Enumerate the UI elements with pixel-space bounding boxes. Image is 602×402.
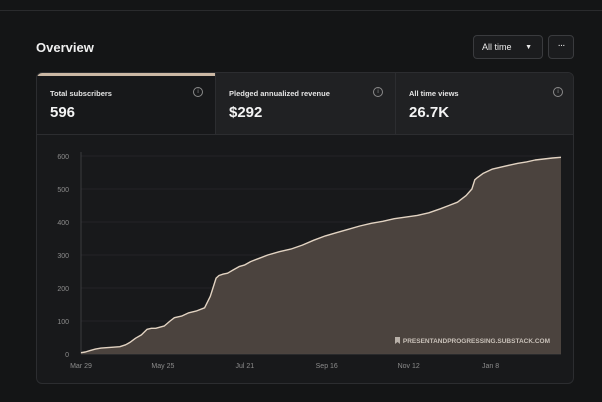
bookmark-icon [395,337,400,344]
x-tick-label: May 25 [151,363,174,370]
stat-all-time-views[interactable]: All time views 26.7K i [395,73,573,134]
stat-total-subscribers[interactable]: Total subscribers 596 i [37,73,215,134]
y-tick-label: 100 [57,319,69,326]
date-range-label: All time [482,42,512,52]
stat-label: Total subscribers [50,89,112,98]
x-tick-label: Jan 8 [482,363,499,370]
top-divider [0,10,602,11]
more-options-button[interactable]: ··· [548,35,574,59]
series-area [81,157,561,354]
page-title: Overview [36,40,94,55]
x-tick-label: Mar 29 [70,363,92,370]
stat-value: 596 [50,104,76,121]
chart-watermark: PRESENTANDPROGRESSING.SUBSTACK.COM [403,338,550,345]
stat-pledged-revenue[interactable]: Pledged annualized revenue $292 i [215,73,395,134]
info-icon[interactable]: i [193,87,203,97]
stat-label: All time views [409,89,459,98]
stats-row: Total subscribers 596 i Pledged annualiz… [37,73,573,135]
y-tick-label: 200 [57,286,69,293]
y-tick-label: 300 [57,253,69,260]
y-tick-label: 0 [65,352,69,359]
stat-value: $292 [229,104,263,121]
x-tick-label: Jul 21 [235,363,254,370]
y-tick-label: 400 [57,220,69,227]
stat-label: Pledged annualized revenue [229,89,330,98]
subscribers-chart: 0 100 200 300 400 500 600 Mar 29 May 25 Jul 21 Sep… [57,152,562,370]
chevron-down-icon: ▼ [525,44,532,51]
stat-value: 26.7K [409,104,450,121]
info-icon[interactable]: i [373,87,383,97]
y-tick-label: 600 [57,154,69,161]
overview-card: Total subscribers 596 i Pledged annualiz… [36,72,574,384]
date-range-dropdown[interactable]: All time ▼ [473,35,543,59]
series-line [80,156,562,354]
x-tick-label: Nov 12 [398,363,420,370]
y-tick-label: 500 [57,187,69,194]
x-tick-label: Sep 16 [316,363,338,370]
info-icon[interactable]: i [553,87,563,97]
